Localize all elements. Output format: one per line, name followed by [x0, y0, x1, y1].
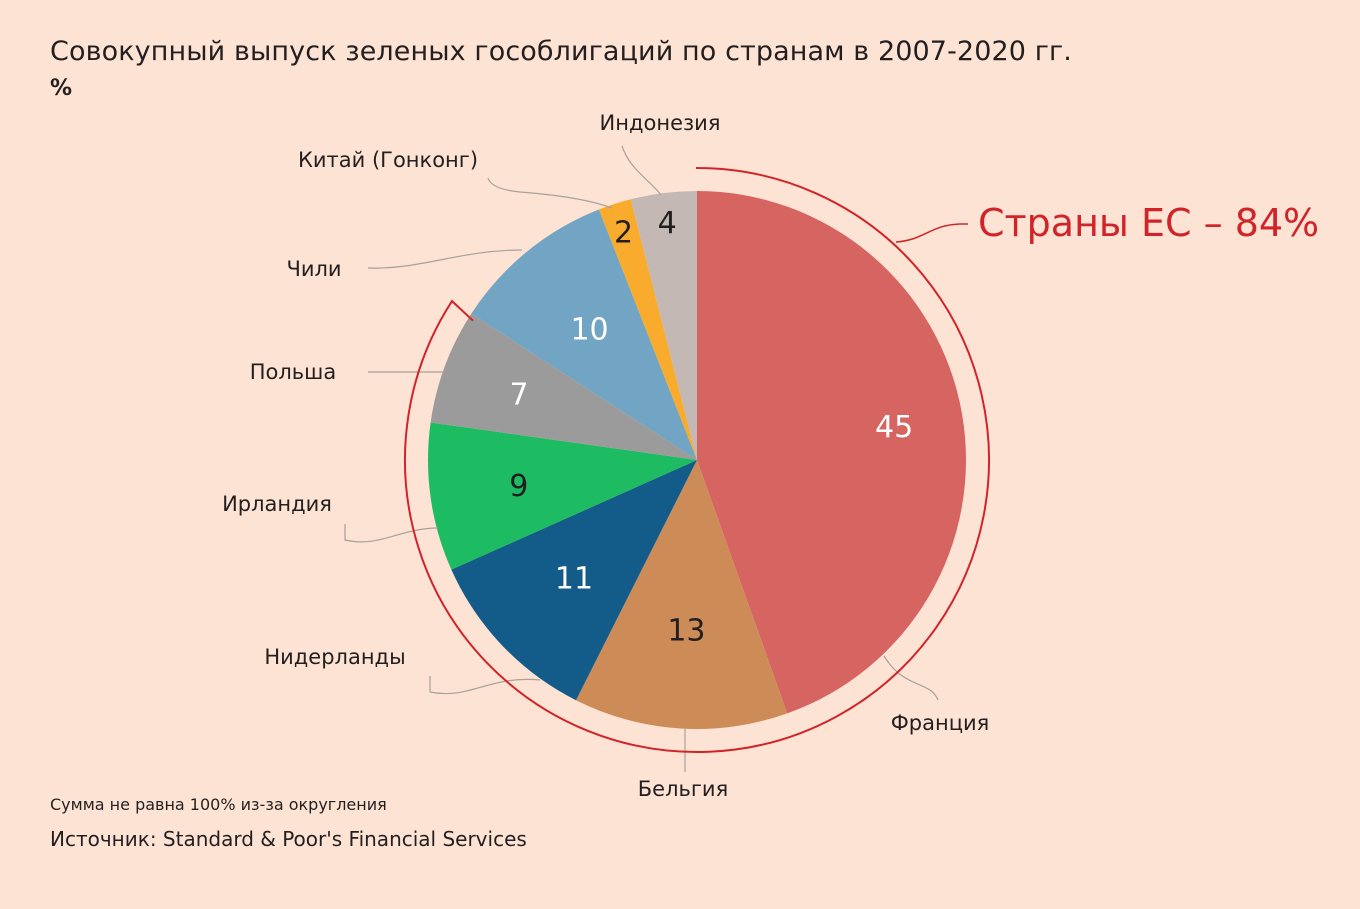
pie-slice-бельгия	[575, 460, 788, 729]
country-label-бельгия: Бельгия	[638, 777, 728, 801]
pie-slice-франция	[697, 191, 966, 714]
eu-connector-line	[895, 223, 968, 243]
value-label-чили: 10	[570, 312, 608, 347]
pie-slices	[427, 191, 966, 729]
pie-slice-китай-гонконг	[598, 199, 697, 461]
value-label-ирландия: 9	[509, 469, 528, 504]
pie-slice-польша	[430, 313, 697, 460]
value-label-нидерланды: 11	[555, 561, 593, 596]
country-label-польша: Польша	[250, 360, 337, 384]
country-label-индонезия: Индонезия	[600, 111, 721, 135]
pie-slice-чили	[471, 209, 697, 460]
leader-line-ирландия	[344, 524, 439, 543]
value-label-бельгия: 13	[667, 614, 705, 649]
leader-line-чили	[367, 249, 523, 269]
leader-line-китай-гонконг	[487, 177, 613, 209]
country-label-нидерланды: Нидерланды	[264, 645, 405, 669]
leader-line-франция	[883, 655, 939, 701]
pie-slice-ирландия	[427, 422, 697, 570]
eu-bracket-arc	[404, 167, 990, 753]
source-note: Источник: Standard & Poor's Financial Se…	[50, 827, 527, 851]
leader-line-нидерланды	[429, 676, 541, 695]
eu-bracket: Страны ЕС – 84%	[404, 167, 1319, 753]
country-label-китай-гонконг: Китай (Гонконг)	[298, 148, 478, 172]
leader-line-индонезия	[621, 145, 662, 196]
eu-annotation: Страны ЕС – 84%	[978, 201, 1319, 245]
value-label-польша: 7	[509, 377, 528, 412]
country-label-франция: Франция	[891, 711, 990, 735]
country-label-чили: Чили	[286, 257, 341, 281]
pie-slice-нидерланды	[451, 460, 697, 701]
value-label-индонезия: 4	[658, 206, 677, 241]
value-label-франция: 45	[875, 410, 913, 445]
value-label-китай-гонконг: 2	[614, 216, 633, 251]
chart-title: Совокупный выпуск зеленых гособлигаций п…	[50, 36, 1072, 67]
labels: 45 Франция 13 Бельгия 11 Нидерланды 9 Ирландия 7…	[222, 111, 989, 801]
chart-unit: %	[50, 76, 73, 101]
leader-lines	[344, 145, 939, 772]
country-label-ирландия: Ирландия	[222, 492, 332, 516]
footnote: Сумма не равна 100% из-за округления	[50, 795, 387, 814]
pie-slice-индонезия	[630, 191, 697, 460]
